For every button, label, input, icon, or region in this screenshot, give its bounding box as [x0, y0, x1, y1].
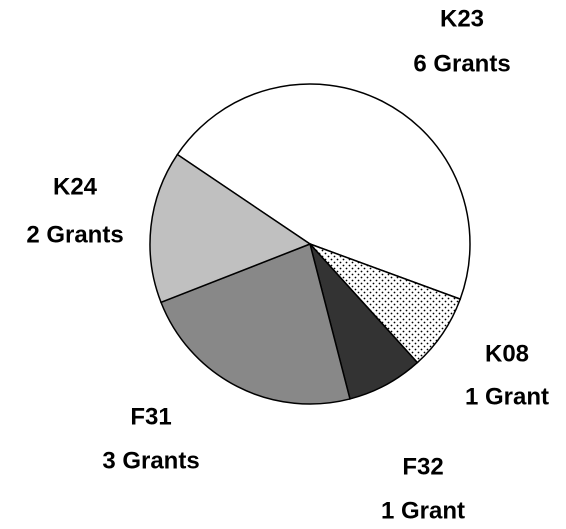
slice-label: K24	[53, 173, 98, 200]
slice-label: K08	[485, 340, 529, 367]
slice-label: K23	[440, 5, 484, 32]
slice-value-label: 6 Grants	[413, 50, 510, 77]
pie-slice	[149, 153, 312, 304]
slice-value-label: 1 Grant	[381, 497, 465, 524]
slice-label: F31	[130, 403, 171, 430]
slice-label: F32	[402, 453, 443, 480]
slice-value-label: 2 Grants	[26, 221, 123, 248]
slice-value-label: 3 Grants	[102, 447, 199, 474]
pie-slice	[176, 83, 471, 301]
slice-value-label: 1 Grant	[465, 383, 549, 410]
